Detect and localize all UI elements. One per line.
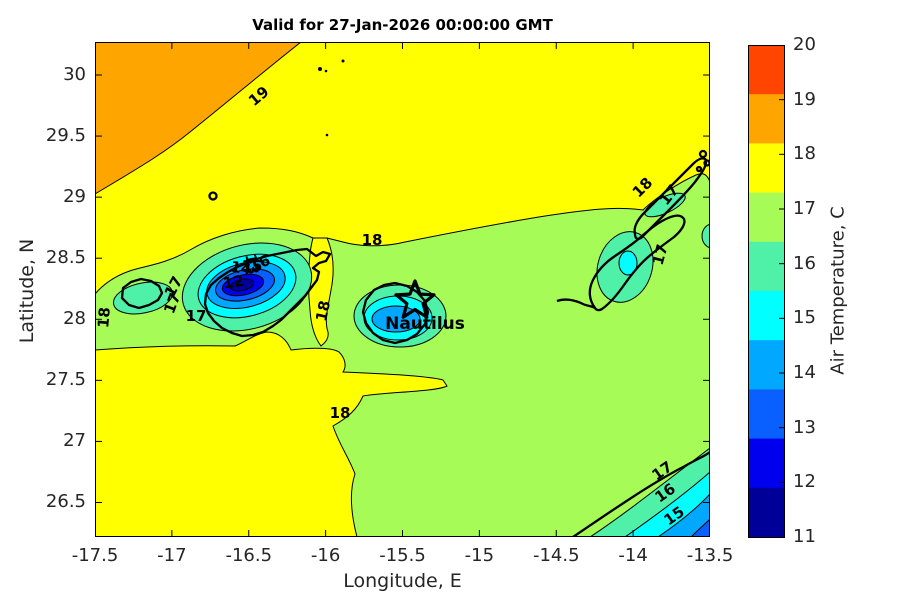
axes-tick-marks	[95, 42, 710, 537]
colorbar-band	[748, 45, 785, 95]
colorbar-tick-label: 15	[793, 307, 816, 329]
x-tick-label: -16	[310, 545, 341, 566]
colorbar-band	[748, 241, 785, 292]
plot-title: Valid for 27-Jan-2026 00:00:00 GMT	[252, 16, 553, 34]
y-tick-label: 27.5	[45, 369, 86, 391]
coastlines	[120, 59, 710, 537]
islet-outline	[695, 165, 703, 173]
band-19-20-northwest	[95, 42, 301, 194]
x-tick-label: -13.5	[686, 545, 734, 566]
colorbar-tick-label: 20	[793, 34, 816, 55]
teal-patch-west	[112, 281, 174, 315]
islet-dot	[318, 67, 322, 71]
y-tick-label: 29	[63, 186, 86, 208]
islet-outline	[208, 191, 218, 201]
contour-label-18: 18	[95, 306, 114, 328]
colorbar-axis-label: Air Temperature, C	[827, 206, 849, 375]
colorbar-tick-label: 17	[793, 198, 816, 219]
contour-line-15-coast	[657, 493, 710, 537]
contour-label-17: 17	[186, 307, 207, 325]
cold-core-rings-west	[181, 242, 313, 332]
colorbar-band	[748, 438, 785, 489]
colorbar-band	[748, 192, 785, 243]
colorbar-band	[748, 487, 785, 538]
island-coastline-small-west	[120, 277, 164, 310]
colorbar-tick-label: 19	[793, 88, 816, 110]
contour-label-17: 17	[649, 242, 672, 267]
islet-dot	[341, 59, 345, 63]
colorbar-band	[748, 340, 785, 390]
vessel-star-marker	[394, 279, 436, 319]
edge-teal-patch	[701, 223, 710, 249]
axes-box	[95, 42, 710, 537]
colorbar-tick-label: 11	[793, 526, 816, 547]
contour-line-14-coast	[690, 518, 710, 537]
y-tick-label: 27	[63, 430, 86, 452]
contour-label-18: 18	[362, 231, 383, 249]
islet-outline	[698, 149, 708, 159]
colorbar-tick-label: 14	[793, 362, 816, 383]
colorbar-border	[748, 45, 785, 538]
y-tick-label: 28	[63, 308, 86, 330]
x-tick-label: -17.5	[71, 545, 119, 566]
y-tick-label: 28.5	[45, 247, 86, 269]
island-coastline-central	[361, 281, 430, 345]
colorbar-band	[748, 94, 785, 144]
y-tick-label: 30	[63, 64, 86, 85]
band-18-19-south	[95, 332, 447, 537]
x-tick-label: -16.5	[225, 545, 273, 566]
contour-line-18-south	[95, 331, 448, 537]
contour-label-14: 14	[229, 257, 253, 278]
contour-label-12: 12	[222, 272, 245, 293]
cold-patches-east	[596, 192, 710, 303]
y-tick-label: 26.5	[45, 491, 86, 513]
colorbar-tick-label: 18	[793, 143, 816, 165]
colorbar	[748, 45, 785, 538]
x-tick-label: -14.5	[532, 545, 580, 566]
colorbar-tick-label: 16	[793, 252, 816, 274]
colorbar-tick-label: 13	[793, 416, 816, 438]
contour-label-18: 18	[330, 404, 351, 422]
contour-line-19	[95, 42, 302, 195]
contour-line-18-tongue	[308, 237, 334, 347]
islet-dot	[324, 69, 328, 73]
x-tick-label: -15.5	[379, 545, 426, 566]
mainland-coastline-southeast	[572, 451, 710, 537]
colorbar-band	[748, 291, 785, 341]
contour-line-16-coast	[624, 471, 710, 537]
islet-dot	[325, 133, 329, 137]
y-tick-label: 29.5	[45, 125, 86, 147]
contour-label-18: 18	[312, 299, 334, 323]
band-18-19-north	[95, 42, 710, 294]
band-14-15-corner	[658, 494, 710, 537]
band-18-19-tongue	[308, 238, 334, 346]
contour-label-13: 13	[241, 252, 262, 276]
teal-sliver	[644, 192, 686, 218]
x-tick-label: -14	[618, 545, 648, 566]
band-15-16-coast	[625, 472, 710, 537]
ring-11	[229, 278, 255, 292]
island-coastline-large-west	[203, 247, 332, 338]
colorbar-band	[748, 389, 785, 440]
vessel-name-label: Nautilus	[385, 314, 465, 334]
contour-label-15: 15	[242, 257, 263, 275]
island-coastline-east	[588, 214, 686, 312]
x-tick-label: -15	[464, 545, 495, 566]
colorbar-tick-label: 12	[793, 471, 816, 493]
island-peninsula-east	[556, 298, 596, 310]
colorbar-band	[748, 143, 785, 194]
x-tick-label: -17	[157, 545, 187, 566]
x-axis-label: Longitude, E	[343, 570, 462, 592]
cyan-spot	[618, 250, 638, 276]
